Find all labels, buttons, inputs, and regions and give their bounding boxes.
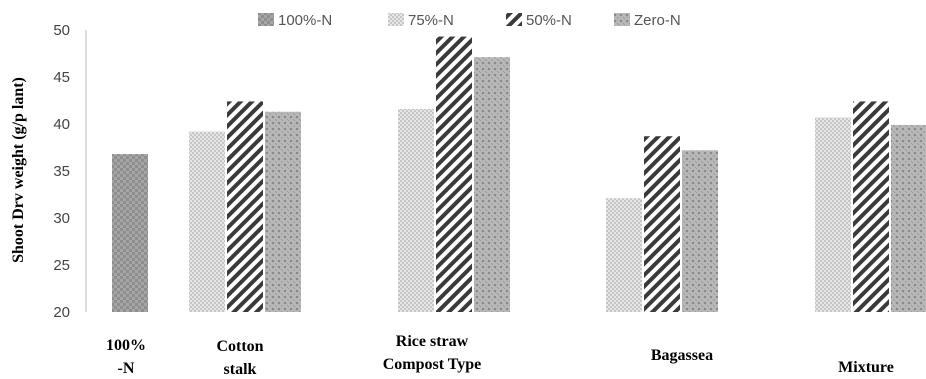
legend-entry: 75%-N xyxy=(408,12,454,29)
y-tick-label: 40 xyxy=(53,116,70,133)
y-tick-label: 20 xyxy=(53,304,70,321)
x-category-label: 100% xyxy=(106,337,146,354)
bars xyxy=(112,36,926,313)
bar-75-n-2 xyxy=(398,108,434,313)
legend-entry: 50%-N xyxy=(526,12,572,29)
legend-swatch xyxy=(614,13,630,26)
legend-entry: 100%-N xyxy=(278,12,332,29)
bar-100-n-0 xyxy=(112,154,148,312)
legend: 100%-N 75%-N 50%-N Zero-N xyxy=(258,12,681,29)
x-category-label: Mixture xyxy=(838,359,894,376)
y-tick-label: 50 xyxy=(53,22,70,39)
x-category-label: stalk xyxy=(224,361,257,378)
y-axis-title: Shoot Drv weight (g/p lant) xyxy=(10,77,27,263)
x-category-label: -N xyxy=(118,360,135,377)
bar-50-n-1 xyxy=(227,101,263,312)
bar-zero-n-4 xyxy=(891,124,926,312)
bar-75-n-3 xyxy=(606,198,642,312)
bar-75-n-4 xyxy=(815,117,851,312)
x-axis-title: Compost Type xyxy=(383,356,482,373)
bar-zero-n-1 xyxy=(265,111,301,312)
x-axis: 100% -N Cotton stalk Rice straw Bagassea Mixtu… xyxy=(106,333,894,378)
x-category-label: Cotton xyxy=(216,338,263,355)
bar-50-n-3 xyxy=(644,136,680,312)
x-category-label: Rice straw xyxy=(396,333,469,350)
legend-swatch xyxy=(388,13,404,26)
legend-swatch xyxy=(258,13,274,26)
bar-zero-n-2 xyxy=(474,57,510,313)
y-tick-label: 35 xyxy=(53,163,70,180)
y-axis: 20 25 30 35 40 45 50 xyxy=(53,22,87,321)
y-tick-label: 30 xyxy=(53,210,70,227)
bar-zero-n-3 xyxy=(682,150,718,312)
y-tick-label: 45 xyxy=(53,69,70,86)
legend-entry: Zero-N xyxy=(634,12,681,29)
legend-swatch xyxy=(506,13,522,26)
y-tick-label: 25 xyxy=(53,257,70,274)
bar-50-n-2 xyxy=(436,36,472,312)
bar-50-n-4 xyxy=(853,101,889,312)
bar-75-n-1 xyxy=(189,131,225,312)
x-category-label: Bagassea xyxy=(651,347,713,364)
